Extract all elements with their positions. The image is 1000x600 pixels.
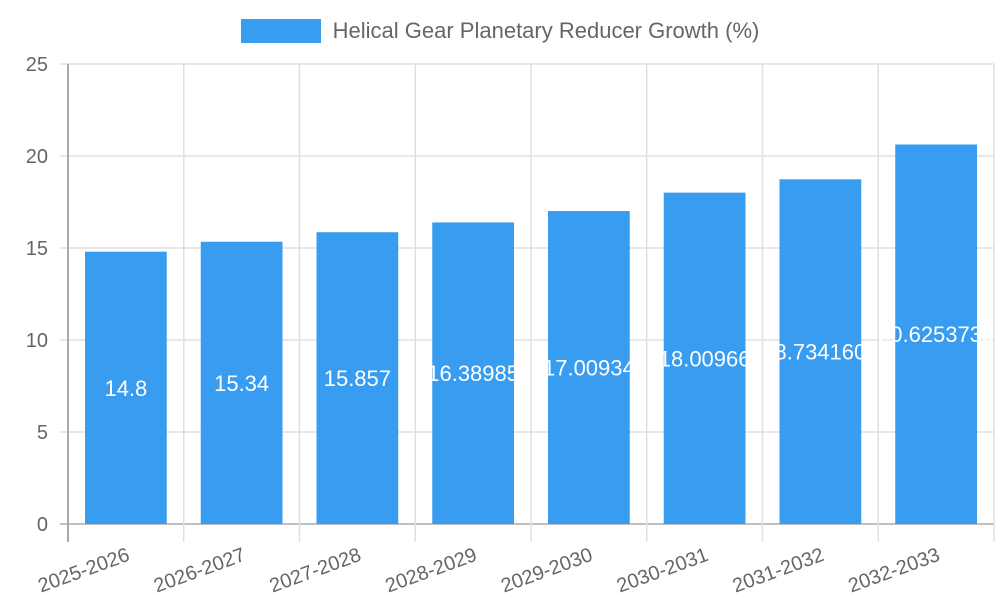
- legend-label: Helical Gear Planetary Reducer Growth (%…: [332, 18, 760, 43]
- bar-value-label: 20.6253735: [878, 322, 994, 347]
- bar-value-label: 16.38985: [427, 361, 519, 386]
- bar-value-label: 14.8: [104, 376, 147, 401]
- bar[interactable]: [200, 241, 283, 524]
- y-tick-label: 0: [37, 514, 48, 536]
- bar[interactable]: [779, 179, 862, 524]
- bar[interactable]: [316, 232, 399, 524]
- bar-value-label: 18.00966: [659, 346, 751, 371]
- y-tick-label: 10: [26, 330, 48, 352]
- bar[interactable]: [432, 222, 514, 524]
- y-tick-label: 25: [26, 54, 48, 76]
- y-tick-label: 20: [26, 146, 48, 168]
- chart-legend[interactable]: Helical Gear Planetary Reducer Growth (%…: [0, 18, 1000, 44]
- bar-value-label: 15.34: [214, 371, 269, 396]
- legend-swatch: [240, 19, 321, 43]
- bar[interactable]: [85, 251, 167, 524]
- bar-value-label: 15.857: [324, 366, 391, 391]
- x-tick-label: 2031-2032: [730, 544, 827, 597]
- bar-value-label: 17.00934: [543, 356, 635, 381]
- bar[interactable]: [895, 144, 977, 524]
- x-tick-label: 2028-2029: [382, 544, 479, 597]
- x-tick-label: 2030-2031: [614, 544, 711, 597]
- x-tick-label: 2027-2028: [267, 544, 364, 597]
- x-tick-label: 2026-2027: [151, 544, 248, 597]
- x-tick-label: 2029-2030: [498, 544, 595, 597]
- y-tick-label: 5: [37, 422, 48, 444]
- bar[interactable]: [548, 211, 630, 524]
- y-tick-label: 15: [26, 238, 48, 260]
- bar[interactable]: [663, 192, 746, 524]
- x-tick-label: 2032-2033: [845, 544, 942, 597]
- bar-value-label: 18.7341604: [762, 340, 878, 365]
- x-tick-label: 2025-2026: [35, 544, 132, 597]
